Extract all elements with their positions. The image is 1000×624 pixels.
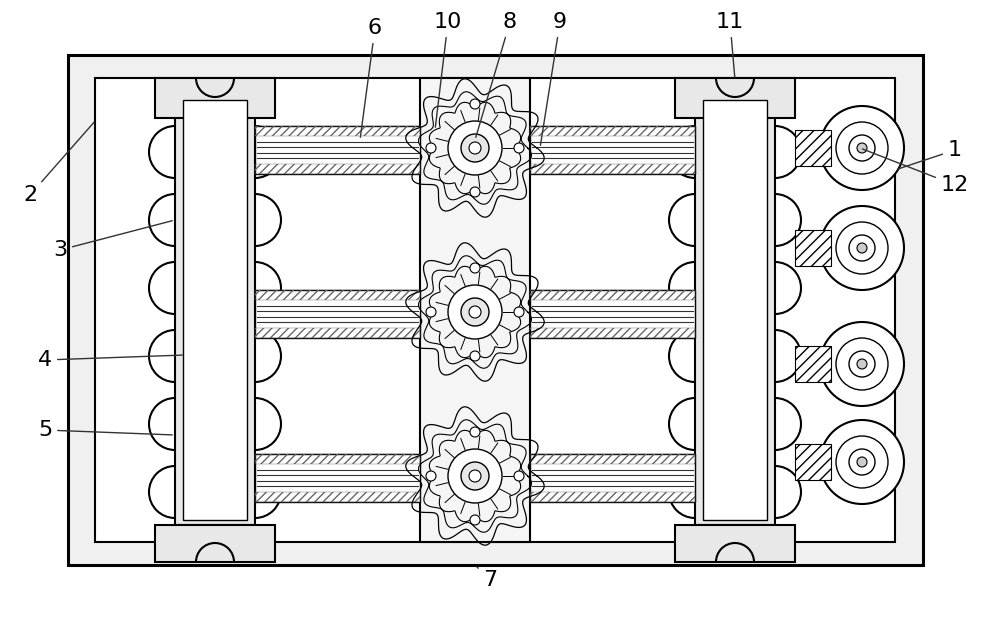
- Circle shape: [857, 243, 867, 253]
- Circle shape: [448, 449, 502, 503]
- Bar: [530, 290, 695, 300]
- Circle shape: [470, 187, 480, 197]
- Bar: [255, 328, 420, 338]
- Bar: [68, 55, 923, 565]
- Text: 4: 4: [38, 350, 182, 370]
- Circle shape: [849, 235, 875, 261]
- Bar: [95, 78, 895, 542]
- Circle shape: [461, 134, 489, 162]
- Bar: [255, 290, 420, 338]
- Circle shape: [514, 143, 524, 153]
- Circle shape: [514, 471, 524, 481]
- Circle shape: [857, 143, 867, 153]
- Text: 3: 3: [53, 221, 172, 260]
- Text: 8: 8: [476, 12, 517, 137]
- Text: 5: 5: [38, 420, 172, 440]
- Circle shape: [514, 307, 524, 317]
- Circle shape: [820, 206, 904, 290]
- Text: 11: 11: [716, 12, 744, 77]
- Bar: [795, 444, 831, 480]
- Circle shape: [836, 222, 888, 274]
- Bar: [530, 492, 695, 502]
- Bar: [255, 126, 420, 136]
- Circle shape: [426, 143, 436, 153]
- Circle shape: [426, 471, 436, 481]
- Bar: [530, 126, 695, 174]
- Circle shape: [857, 359, 867, 369]
- Bar: [255, 126, 420, 174]
- Bar: [530, 454, 695, 464]
- Bar: [155, 78, 275, 118]
- Bar: [530, 164, 695, 174]
- Bar: [703, 100, 767, 520]
- Circle shape: [857, 457, 867, 467]
- Bar: [795, 130, 831, 166]
- Circle shape: [849, 449, 875, 475]
- Circle shape: [426, 307, 436, 317]
- Circle shape: [836, 436, 888, 488]
- Bar: [695, 95, 775, 525]
- Text: 12: 12: [863, 149, 969, 195]
- Bar: [255, 492, 420, 502]
- Circle shape: [836, 338, 888, 390]
- Circle shape: [461, 462, 489, 490]
- Circle shape: [469, 470, 481, 482]
- Bar: [795, 230, 831, 266]
- Text: 6: 6: [360, 18, 382, 137]
- Text: 7: 7: [477, 567, 497, 590]
- Circle shape: [469, 306, 481, 318]
- Circle shape: [448, 285, 502, 339]
- Bar: [675, 78, 795, 118]
- Bar: [255, 164, 420, 174]
- Bar: [420, 78, 530, 542]
- Circle shape: [820, 420, 904, 504]
- Bar: [255, 290, 420, 300]
- Circle shape: [470, 515, 480, 525]
- Bar: [255, 454, 420, 464]
- Circle shape: [470, 427, 480, 437]
- Circle shape: [470, 351, 480, 361]
- Bar: [675, 525, 795, 562]
- Circle shape: [461, 298, 489, 326]
- Bar: [175, 95, 255, 525]
- Circle shape: [469, 142, 481, 154]
- Circle shape: [820, 106, 904, 190]
- Circle shape: [836, 122, 888, 174]
- Bar: [530, 290, 695, 338]
- Circle shape: [470, 99, 480, 109]
- Bar: [183, 100, 247, 520]
- Circle shape: [448, 121, 502, 175]
- Text: 10: 10: [434, 12, 462, 127]
- Bar: [255, 454, 420, 502]
- Bar: [530, 454, 695, 502]
- Text: 1: 1: [898, 140, 962, 169]
- Circle shape: [849, 135, 875, 161]
- Circle shape: [849, 351, 875, 377]
- Bar: [795, 346, 831, 382]
- Text: 2: 2: [23, 122, 94, 205]
- Bar: [530, 126, 695, 136]
- Bar: [155, 525, 275, 562]
- Text: 9: 9: [540, 12, 567, 145]
- Bar: [530, 328, 695, 338]
- Circle shape: [470, 263, 480, 273]
- Circle shape: [820, 322, 904, 406]
